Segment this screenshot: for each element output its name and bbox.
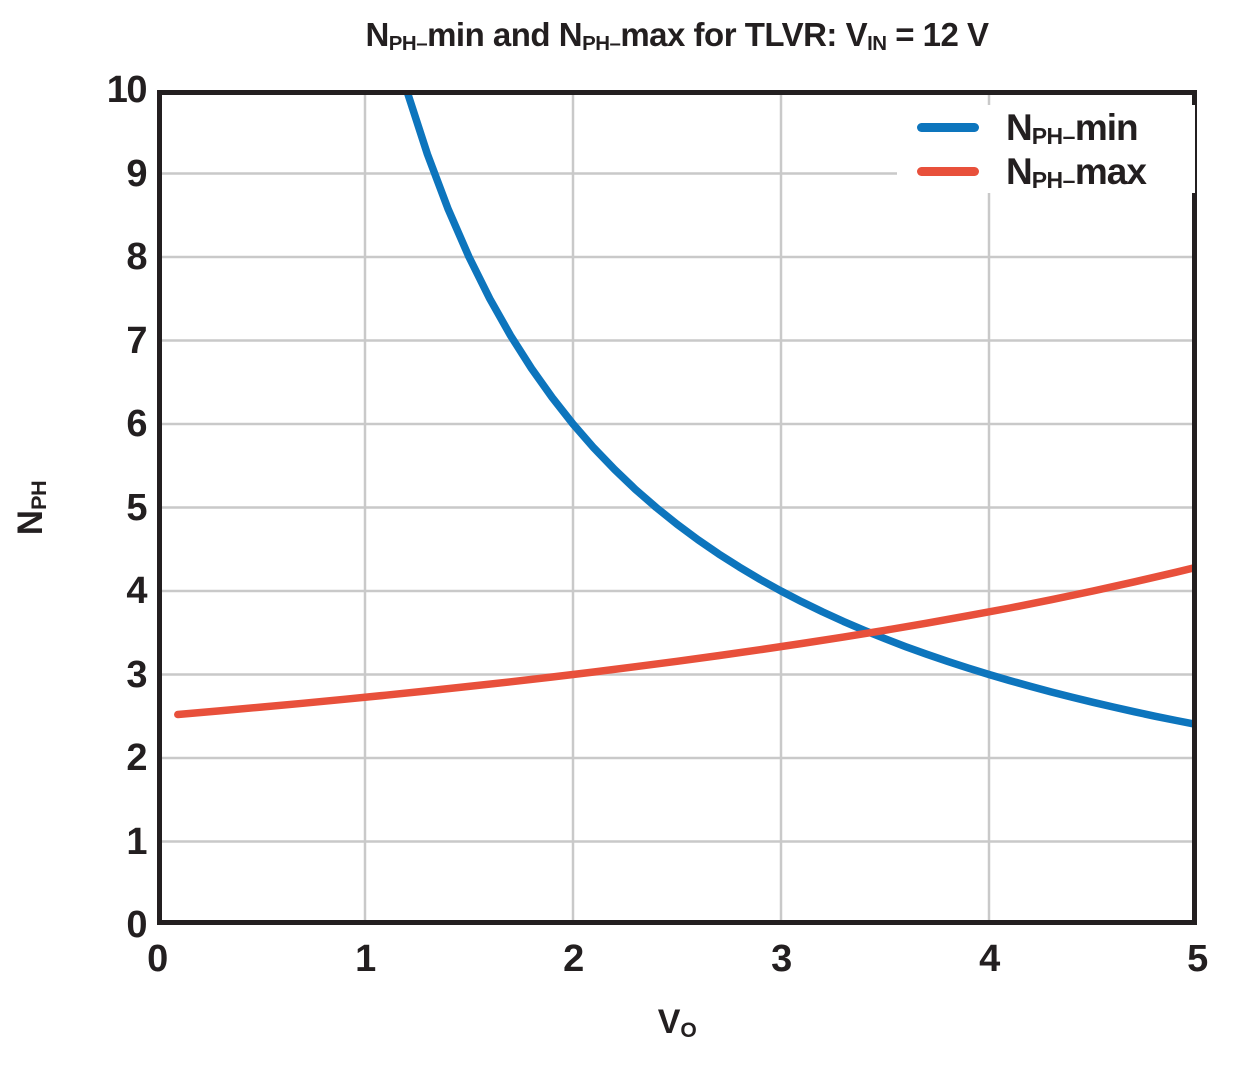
y-tick-label: 6 — [126, 403, 147, 445]
subscript-text: PH– — [1031, 167, 1076, 194]
legend-item: NPH–min — [897, 105, 1195, 149]
plot-frame — [157, 90, 1197, 925]
label-text: min — [1074, 106, 1139, 148]
label-text: N — [1006, 150, 1033, 192]
label-text: min and N — [427, 16, 583, 53]
y-tick-label: 7 — [126, 319, 147, 362]
y-tick-label: 4 — [126, 570, 147, 612]
x-tick-label: 5 — [1187, 938, 1208, 980]
chart-title: NPH–min and NPH–max for TLVR: VIN = 12 V — [157, 16, 1197, 56]
y-tick-label: 3 — [126, 653, 147, 696]
label-text: V — [657, 1003, 681, 1041]
n-ph-max-line — [174, 563, 1197, 719]
legend-line-swatch — [917, 166, 979, 176]
subscript-text: PH– — [388, 32, 428, 56]
x-tick-label: 0 — [147, 938, 168, 980]
n-ph-min-line — [402, 90, 1197, 729]
plot-area — [157, 90, 1197, 925]
subscript-text: PH– — [1031, 123, 1076, 150]
y-tick-label: 8 — [126, 236, 147, 278]
x-tick-label: 4 — [979, 938, 1000, 980]
legend-label: NPH–max — [1006, 150, 1147, 194]
x-tick-label: 3 — [771, 938, 792, 980]
label-text: N — [1006, 106, 1033, 148]
gridlines — [157, 90, 1197, 925]
y-tick-label: 9 — [126, 152, 147, 195]
label-text: max — [1074, 150, 1147, 192]
y-tick-label: 2 — [126, 737, 147, 779]
subscript-text: IN — [867, 32, 887, 56]
legend-item: NPH–max — [897, 149, 1195, 193]
y-tick-label: 5 — [126, 486, 147, 529]
y-tick-label: 10 — [106, 69, 148, 111]
x-axis-label: VO — [157, 1003, 1197, 1042]
label-text: = 12 V — [886, 16, 989, 53]
label-text: N — [365, 16, 389, 53]
label-text: max for TLVR: V — [620, 16, 868, 53]
x-tick-label: 2 — [563, 938, 584, 980]
subscript-text: O — [680, 1019, 697, 1043]
x-tick-label: 1 — [355, 938, 376, 980]
y-tick-label: 0 — [126, 904, 147, 946]
y-tick-label: 1 — [126, 820, 147, 863]
legend: NPH–min NPH–max — [897, 105, 1195, 193]
legend-label: NPH–min — [1006, 106, 1139, 150]
legend-line-swatch — [917, 122, 979, 132]
subscript-text: PH– — [582, 32, 621, 56]
